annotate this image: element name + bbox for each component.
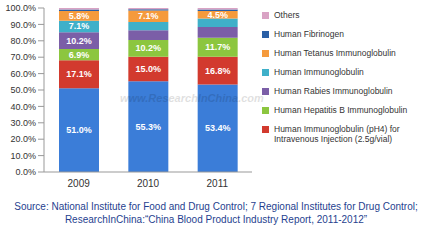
svg-text:70.0%: 70.0%: [10, 52, 36, 62]
svg-text:30.0%: 30.0%: [10, 118, 36, 128]
svg-text:10.2%: 10.2%: [136, 43, 162, 53]
svg-text:15.0%: 15.0%: [136, 64, 162, 74]
svg-text:11.7%: 11.7%: [205, 42, 230, 52]
svg-text:7.1%: 7.1%: [69, 21, 90, 31]
svg-text:4.5%: 4.5%: [207, 10, 228, 20]
html-text:www.ResearchInChina.com: www.ResearchInChina.com: [120, 92, 264, 104]
html-text:Human Tetanus Immunoglobulin: Human Tetanus Immunoglobulin: [274, 48, 396, 58]
svg-text:20.0%: 20.0%: [10, 134, 36, 144]
svg-text:17.1%: 17.1%: [66, 69, 92, 79]
svg-text:50.0%: 50.0%: [10, 85, 36, 95]
html-text:Others: Others: [274, 10, 300, 20]
html-text:Human Fibrinogen: Human Fibrinogen: [274, 29, 344, 39]
svg-text:2009: 2009: [68, 178, 91, 189]
html-text:Human Rabies Immunoglobulin: Human Rabies Immunoglobulin: [274, 86, 393, 96]
svg-text:55.3%: 55.3%: [136, 122, 162, 132]
svg-text:10.2%: 10.2%: [66, 36, 92, 46]
svg-text:60.0%: 60.0%: [10, 69, 36, 79]
svg-text:53.4%: 53.4%: [205, 123, 231, 133]
svg-text:40.0%: 40.0%: [10, 102, 36, 112]
svg-text:2010: 2010: [137, 178, 160, 189]
svg-text:10.0%: 10.0%: [10, 151, 36, 161]
html-text:Human Immunoglobulin (pH4) for: Human Immunoglobulin (pH4) for Intraveno…: [274, 124, 400, 144]
svg-text:100.0%: 100.0%: [8, 3, 36, 13]
svg-text:90.0%: 90.0%: [10, 20, 36, 30]
svg-text:51.0%: 51.0%: [66, 125, 92, 135]
html-text:Human Immunoglobulin: Human Immunoglobulin: [274, 67, 364, 77]
html-text:Human Hepatitis B Immunoglobul: Human Hepatitis B Immunoglobulin: [274, 105, 408, 115]
svg-text:16.8%: 16.8%: [205, 66, 231, 76]
svg-text:2011: 2011: [207, 178, 229, 189]
svg-text:7.1%: 7.1%: [138, 11, 159, 21]
html-text:Source: National Institute for: Source: National Institute for Food and …: [14, 201, 418, 225]
svg-text:80.0%: 80.0%: [10, 36, 36, 46]
svg-text:5.8%: 5.8%: [69, 11, 90, 21]
svg-text:0.0%: 0.0%: [15, 167, 36, 177]
svg-text:6.9%: 6.9%: [69, 50, 90, 60]
